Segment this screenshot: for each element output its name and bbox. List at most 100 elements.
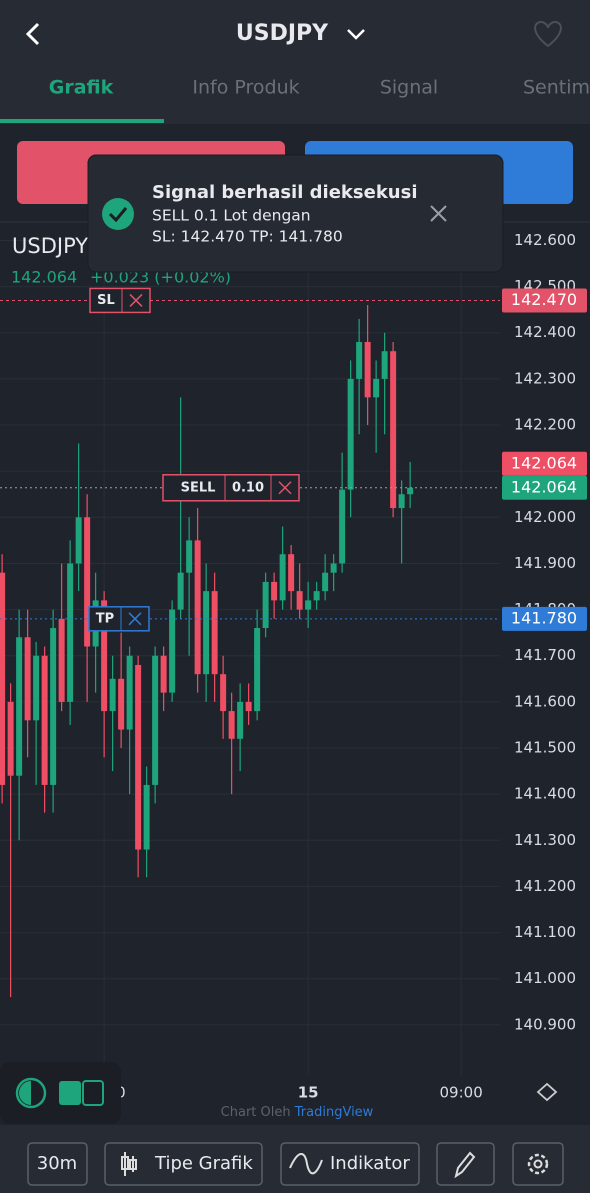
y-tick-label: 141.600 xyxy=(514,692,576,710)
candle-body xyxy=(50,628,57,785)
price-tag-label: 141.780 xyxy=(511,608,577,627)
indicator-label: Indikator xyxy=(330,1153,410,1174)
y-tick-label: 141.300 xyxy=(514,831,576,849)
tab[interactable]: Sentimen xyxy=(523,77,590,99)
candle-body xyxy=(237,701,244,739)
candle-body xyxy=(203,591,210,675)
candle-body xyxy=(160,655,167,693)
credit-brand: TradingView xyxy=(294,1105,374,1120)
price-tag xyxy=(502,451,587,476)
candle-body xyxy=(322,572,329,592)
y-tick-label: 142.300 xyxy=(514,369,576,387)
back-button[interactable] xyxy=(25,22,40,46)
y-tick-label: 141.400 xyxy=(514,785,576,803)
order-label xyxy=(89,287,151,314)
toast-line: SL: 142.470 TP: 141.780 xyxy=(152,228,343,246)
candle-body xyxy=(381,351,388,379)
candle-body xyxy=(347,378,354,490)
candle-body xyxy=(194,540,201,675)
candle-body xyxy=(84,517,91,647)
candle-body xyxy=(211,591,218,675)
candle-body xyxy=(245,701,252,712)
order-side: SELL xyxy=(181,480,216,495)
candle-body xyxy=(101,600,108,712)
order-cancel[interactable] xyxy=(278,481,292,495)
candle-body xyxy=(228,711,235,739)
candle-body xyxy=(58,618,65,702)
reset-scale[interactable] xyxy=(536,1082,558,1102)
success-icon xyxy=(102,198,134,230)
candle-body xyxy=(313,591,320,601)
wave-icon xyxy=(289,1153,323,1175)
interval-label: 30m xyxy=(37,1153,77,1174)
y-tick-label: 141.700 xyxy=(514,646,576,664)
candle-body xyxy=(109,678,116,712)
candle-body xyxy=(67,563,74,702)
y-tick-label: 141.100 xyxy=(514,923,576,941)
y-tick-label: 142.600 xyxy=(514,231,576,249)
tab-active[interactable]: Grafik xyxy=(49,77,114,99)
order-tag: SL xyxy=(97,293,115,308)
theme-toggle[interactable] xyxy=(15,1077,47,1109)
candle-body xyxy=(33,655,40,721)
candle-body xyxy=(262,581,269,629)
candle-body xyxy=(288,554,295,592)
drawing-button[interactable] xyxy=(436,1142,495,1186)
toast: Signal berhasil dieksekusi SELL 0.1 Lot … xyxy=(87,154,504,273)
candle-body xyxy=(305,600,312,610)
order-label xyxy=(88,606,150,632)
y-tick-label: 140.900 xyxy=(514,1015,576,1033)
toast-close[interactable] xyxy=(430,205,447,222)
favorite-button[interactable] xyxy=(534,20,562,48)
theme-icon xyxy=(19,1081,31,1105)
price: 142.064 xyxy=(11,268,77,287)
gear-icon xyxy=(533,1159,543,1169)
price-tag xyxy=(502,606,587,631)
candle-body xyxy=(143,784,150,850)
settings-button[interactable] xyxy=(512,1142,564,1186)
candle-body xyxy=(41,655,48,785)
candle-body xyxy=(254,628,261,712)
symbol-dropdown[interactable] xyxy=(347,29,365,40)
y-tick-label: 142.400 xyxy=(514,323,576,341)
header-title[interactable]: USDJPY xyxy=(236,21,329,46)
candle-body xyxy=(407,487,414,495)
header-bg xyxy=(0,0,590,124)
y-tick-label: 141.900 xyxy=(514,554,576,572)
chart-type-label: Tipe Grafik xyxy=(154,1153,253,1174)
candle-body xyxy=(118,678,125,730)
interval-button[interactable] xyxy=(27,1142,88,1186)
candle-body xyxy=(169,609,176,693)
pencil-icon xyxy=(454,1151,476,1179)
check-mark xyxy=(108,207,128,223)
chart-credit: Chart Oleh TradingView xyxy=(221,1105,374,1120)
candle-body xyxy=(296,591,303,610)
y-tick-label: 142.200 xyxy=(514,416,576,434)
order-size: 0.10 xyxy=(232,480,264,495)
layout-toggle[interactable] xyxy=(59,1081,81,1105)
candle-body xyxy=(126,655,133,730)
y-tick-label: 142.000 xyxy=(514,508,576,526)
toast-title: Signal berhasil dieksekusi xyxy=(152,182,418,203)
toast-line: SELL 0.1 Lot dengan xyxy=(152,207,311,225)
order-cancel[interactable] xyxy=(129,293,143,307)
indicator-button[interactable] xyxy=(280,1142,420,1186)
y-tick-label: 141.000 xyxy=(514,969,576,987)
candle-body xyxy=(373,378,380,398)
tab[interactable]: Info Produk xyxy=(192,77,299,99)
chart-type-button[interactable] xyxy=(104,1142,263,1186)
y-tick-label: 141.500 xyxy=(514,739,576,757)
order-cancel[interactable] xyxy=(128,612,142,626)
tab[interactable]: Signal xyxy=(380,77,438,99)
candle-body xyxy=(220,674,227,712)
candle-icon xyxy=(129,1159,137,1170)
symbol: USDJPY xyxy=(12,234,88,258)
candle-body xyxy=(390,351,397,509)
candle-icon xyxy=(121,1156,129,1170)
candle-body xyxy=(364,341,371,398)
gear-icon xyxy=(527,1153,549,1175)
price-tag xyxy=(502,288,587,313)
price-tag-label: 142.470 xyxy=(511,290,577,309)
candle-body xyxy=(177,572,184,610)
